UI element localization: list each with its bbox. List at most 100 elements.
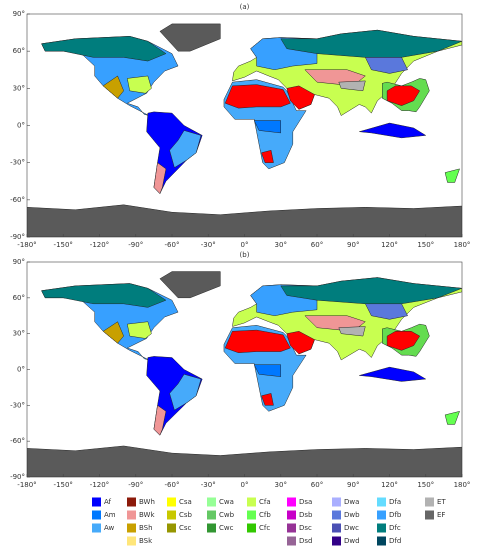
legend-label: EF <box>437 511 445 519</box>
y-tick-label: 60° <box>13 294 25 302</box>
legend-swatch <box>247 497 256 507</box>
legend-label: BSk <box>139 537 153 545</box>
legend-swatch <box>247 510 256 520</box>
y-tick-label: -60° <box>10 196 25 204</box>
legend-label: Csc <box>179 524 192 532</box>
legend-swatch <box>127 497 136 507</box>
x-tick-label: 90° <box>347 481 359 489</box>
legend-label: Csb <box>179 511 193 519</box>
legend-label: Dwa <box>344 498 359 506</box>
legend-label: Cfa <box>259 498 271 506</box>
legend-label: BWk <box>139 511 155 519</box>
legend-label: Dwd <box>344 537 360 545</box>
legend-swatch <box>377 536 386 546</box>
legend-swatch <box>127 536 136 546</box>
x-tick-label: 90° <box>347 241 359 249</box>
y-tick-label: -90° <box>10 473 25 481</box>
x-tick-label: -120° <box>90 241 109 249</box>
legend-label: Aw <box>104 524 115 532</box>
y-tick-label: 90° <box>13 10 25 18</box>
map <box>27 23 462 237</box>
panel-label: (b) <box>240 251 250 259</box>
legend-label: Dfc <box>389 524 401 532</box>
legend-swatch <box>425 510 434 520</box>
legend-swatch <box>377 523 386 533</box>
x-tick-label: -60° <box>165 481 180 489</box>
x-tick-label: 30° <box>275 481 287 489</box>
legend-label: Dsb <box>299 511 313 519</box>
legend-swatch <box>207 523 216 533</box>
legend-swatch <box>287 510 296 520</box>
world-map <box>27 271 462 477</box>
legend-swatch <box>287 536 296 546</box>
y-tick-label: 30° <box>13 330 25 338</box>
x-tick-label: 180° <box>454 241 471 249</box>
legend-label: Cwa <box>219 498 234 506</box>
legend-label: Dwb <box>344 511 360 519</box>
x-tick-label: 120° <box>381 241 398 249</box>
y-tick-label: -30° <box>10 401 25 409</box>
legend-label: Csa <box>179 498 192 506</box>
legend-swatch <box>207 510 216 520</box>
legend-label: Af <box>104 498 112 506</box>
x-tick-label: 120° <box>381 481 398 489</box>
legend-swatch <box>377 497 386 507</box>
legend-label: Dsd <box>299 537 312 545</box>
x-tick-label: -120° <box>90 481 109 489</box>
legend-label: Cfc <box>259 524 270 532</box>
legend-swatch <box>377 510 386 520</box>
x-tick-label: 0° <box>241 241 249 249</box>
y-tick-label: -90° <box>10 233 25 241</box>
legend-label: Cwc <box>219 524 234 532</box>
legend-label: Am <box>104 511 116 519</box>
legend-swatch <box>425 497 434 507</box>
legend-label: BWh <box>139 498 155 506</box>
x-tick-label: -30° <box>201 241 216 249</box>
x-tick-label: -90° <box>128 481 143 489</box>
legend-swatch <box>167 523 176 533</box>
legend-swatch <box>167 497 176 507</box>
x-tick-label: -60° <box>165 241 180 249</box>
legend-swatch <box>127 523 136 533</box>
legend-label: Dfb <box>389 511 402 519</box>
legend-label: BSh <box>139 524 153 532</box>
x-tick-label: 0° <box>241 481 249 489</box>
legend-label: Dsc <box>299 524 312 532</box>
legend-label: Dfa <box>389 498 401 506</box>
y-tick-label: 60° <box>13 47 25 55</box>
legend-swatch <box>332 536 341 546</box>
legend-label: ET <box>437 498 446 506</box>
x-tick-label: 60° <box>311 241 323 249</box>
legend-swatch <box>167 510 176 520</box>
legend-swatch <box>92 497 101 507</box>
legend-swatch <box>127 510 136 520</box>
legend-swatch <box>332 510 341 520</box>
y-tick-label: 0° <box>17 122 25 130</box>
x-tick-label: -30° <box>201 481 216 489</box>
legend-swatch <box>332 497 341 507</box>
y-tick-label: 90° <box>13 258 25 266</box>
legend-swatch <box>207 497 216 507</box>
x-tick-label: 60° <box>311 481 323 489</box>
y-tick-label: 30° <box>13 84 25 92</box>
x-tick-label: -150° <box>54 481 73 489</box>
y-tick-label: 0° <box>17 366 25 374</box>
legend-swatch <box>92 523 101 533</box>
legend-swatch <box>287 523 296 533</box>
world-map <box>27 23 462 237</box>
x-tick-label: -90° <box>128 241 143 249</box>
x-tick-label: 30° <box>275 241 287 249</box>
legend-swatch <box>92 510 101 520</box>
legend-label: Dfd <box>389 537 401 545</box>
x-tick-label: -180° <box>17 481 36 489</box>
map <box>27 271 462 477</box>
y-tick-label: -60° <box>10 437 25 445</box>
x-tick-label: 180° <box>454 481 471 489</box>
x-tick-label: 150° <box>417 481 434 489</box>
y-tick-label: -30° <box>10 159 25 167</box>
legend-label: Cwb <box>219 511 235 519</box>
legend-swatch <box>287 497 296 507</box>
legend-label: Dwc <box>344 524 359 532</box>
x-tick-label: -150° <box>54 241 73 249</box>
